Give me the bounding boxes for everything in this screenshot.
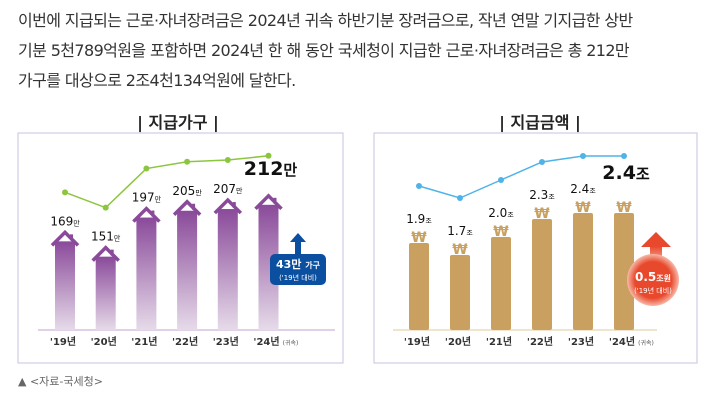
x-tick-label: '24년 (253, 335, 279, 348)
won-icon: ₩ (493, 224, 509, 240)
trend-point (224, 157, 231, 164)
house-chimney-icon (232, 202, 236, 209)
bar (177, 210, 198, 330)
data-label: 207만 (213, 182, 243, 196)
x-tick-label: '23년 (213, 335, 239, 348)
data-label: 2.3조 (529, 188, 555, 202)
bar (409, 243, 429, 330)
paragraph-line: 기분 5천789억원을 포함하면 2024년 한 해 동안 국세청이 지급한 근… (18, 41, 630, 60)
x-tick-label: '21년 (486, 335, 512, 348)
callout-note: ('19년 대비) (634, 286, 672, 295)
bar (573, 213, 593, 330)
x-tick-label: '21년 (131, 335, 157, 348)
bar (450, 255, 470, 330)
bar (217, 209, 238, 330)
data-label: 1.9조 (406, 212, 432, 226)
bar (491, 237, 511, 330)
x-tick-label: '23년 (568, 335, 594, 348)
x-tick-label: '24년 (609, 335, 635, 348)
callout-value: 43만 가구 (276, 257, 321, 271)
x-tick-label: '19년 (50, 335, 76, 348)
data-label: 212만 (244, 158, 298, 180)
trend-point (621, 153, 627, 159)
data-label: 2.4조 (602, 162, 650, 184)
x-tick-label: '20년 (91, 335, 117, 348)
data-label: 205만 (172, 184, 202, 198)
trend-point (184, 158, 191, 165)
won-icon: ₩ (411, 230, 427, 246)
house-roof-icon (132, 206, 161, 223)
house-chimney-icon (192, 203, 196, 210)
trend-line (418, 155, 624, 199)
trend-point (457, 195, 463, 201)
won-icon: ₩ (534, 206, 550, 222)
bar (95, 256, 116, 330)
chart-title: | 지급금액 | (499, 113, 581, 133)
trend-point (102, 204, 109, 211)
house-roof-icon (213, 197, 243, 215)
house-roof-icon (50, 229, 80, 247)
bar (614, 213, 634, 330)
data-label: 151만 (91, 230, 121, 244)
house-chimney-icon (110, 249, 114, 256)
data-label: 2.0조 (488, 206, 514, 220)
callout-note: ('19년 대비) (279, 273, 317, 282)
won-icon: ₩ (575, 200, 591, 216)
data-label: 197만 (132, 191, 162, 205)
house-roof-icon (91, 245, 120, 262)
trend-point (265, 152, 272, 159)
trend-point (580, 153, 586, 159)
up-arrow-head-icon (641, 232, 671, 247)
paragraph-line: 가구를 대상으로 2조4천134억원에 달한다. (18, 71, 296, 90)
won-icon: ₩ (616, 200, 632, 216)
x-tick-label: '22년 (527, 335, 553, 348)
chart-title: | 지급가구 | (137, 113, 219, 133)
up-arrow-head-icon (290, 233, 306, 242)
house-chimney-icon (151, 210, 155, 217)
house-chimney-icon (273, 197, 277, 204)
up-arrow-icon (295, 241, 301, 257)
house-roof-icon (172, 199, 202, 216)
source-note: ▲ <자료-국세청> (18, 375, 103, 388)
trend-point (539, 159, 545, 165)
data-label: 2.4조 (570, 182, 596, 196)
callout-circle (627, 254, 679, 306)
x-tick-note: (귀속) (638, 339, 654, 347)
data-label: 169만 (50, 214, 80, 228)
trend-line (64, 155, 269, 209)
callout-value: 0.5조원 (635, 270, 671, 284)
trend-point (62, 189, 68, 196)
x-tick-label: '22년 (172, 335, 198, 348)
x-tick-note: (귀속) (283, 339, 299, 347)
x-tick-label: '20년 (445, 335, 471, 348)
house-roof-icon (254, 193, 283, 211)
callout-box (270, 254, 326, 285)
trend-point (498, 177, 504, 183)
bar (55, 241, 75, 330)
trend-point (416, 183, 422, 189)
won-icon: ₩ (452, 242, 468, 258)
paragraph-line: 이번에 지급되는 근로·자녀장려금은 2024년 귀속 하반기분 장려금으로, … (18, 11, 633, 30)
x-tick-label: '19년 (404, 335, 430, 348)
bar (136, 217, 157, 330)
data-label: 1.7조 (447, 224, 473, 238)
bar (258, 204, 279, 330)
house-chimney-icon (70, 234, 73, 241)
description-paragraph: 이번에 지급되는 근로·자녀장려금은 2024년 귀속 하반기분 장려금으로, … (18, 6, 718, 96)
bar (532, 219, 552, 330)
trend-point (143, 165, 150, 172)
